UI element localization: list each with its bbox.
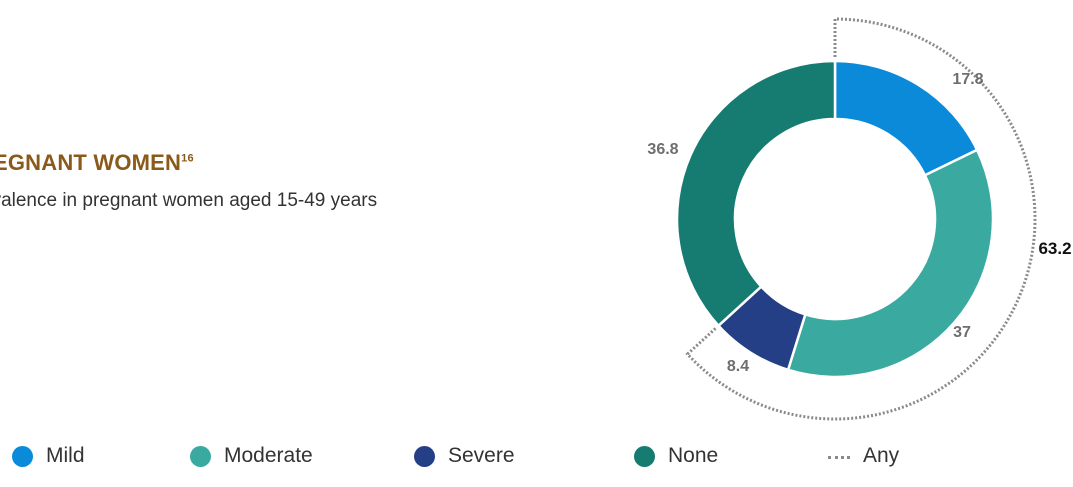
legend-swatch-none bbox=[634, 445, 655, 467]
donut-slices bbox=[675, 59, 995, 379]
legend-item-none: None bbox=[634, 444, 718, 468]
chart-title: PREGNANT WOMEN16 bbox=[0, 150, 377, 176]
legend-label-severe: Severe bbox=[448, 444, 515, 467]
legend-item-any: Any bbox=[828, 444, 899, 468]
legend-label-none: None bbox=[668, 444, 719, 467]
legend-swatch-severe bbox=[414, 445, 435, 467]
legend-swatch-moderate bbox=[190, 445, 211, 467]
legend-swatch-any bbox=[828, 455, 850, 459]
slice-none bbox=[675, 59, 837, 328]
chart-legend: Mild Moderate Severe None Any bbox=[0, 444, 1073, 484]
data-label-none: 36.8 bbox=[647, 141, 678, 158]
legend-item-severe: Severe bbox=[414, 444, 515, 468]
data-label-any: 63.2 bbox=[1038, 239, 1071, 258]
legend-label-moderate: Moderate bbox=[224, 444, 313, 467]
legend-label-any: Any bbox=[863, 444, 900, 467]
legend-swatch-mild bbox=[12, 445, 33, 467]
chart-subtitle: Prevalence in pregnant women aged 15-49 … bbox=[0, 190, 378, 211]
legend-item-moderate: Moderate bbox=[190, 444, 313, 468]
data-labels: 17.8 37 8.4 36.8 63.2 bbox=[647, 71, 1071, 375]
chart-title-text: PREGNANT WOMEN bbox=[0, 150, 182, 175]
chart-title-block: PREGNANT WOMEN16 Prevalence in pregnant … bbox=[0, 150, 377, 212]
chart-title-footnote: 16 bbox=[181, 152, 194, 165]
data-label-moderate: 37 bbox=[953, 324, 971, 341]
slice-moderate bbox=[786, 148, 995, 379]
legend-item-mild: Mild bbox=[12, 444, 85, 468]
legend-label-mild: Mild bbox=[46, 444, 85, 467]
data-label-mild: 17.8 bbox=[952, 71, 983, 88]
data-label-severe: 8.4 bbox=[727, 358, 749, 375]
